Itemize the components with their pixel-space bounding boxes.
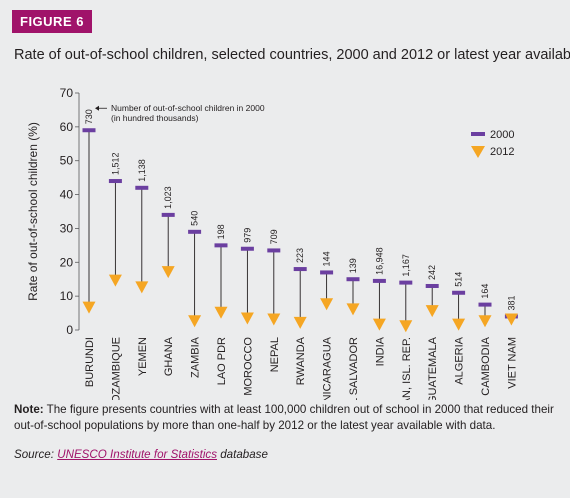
category-label: ZAMBIA [190,336,202,378]
note-label: Note: [14,403,44,416]
marker-2000 [214,243,228,248]
marker-2000 [82,128,96,133]
y-tick-label: 70 [60,86,74,100]
count-label: 139 [348,258,358,273]
marker-2000 [452,290,466,295]
count-label: 223 [295,248,305,263]
marker-2012 [188,315,202,328]
count-label: 979 [242,228,252,243]
category-label: LAO PDR [216,337,228,385]
count-label: 198 [216,224,226,239]
category-label: YEMEN [137,337,149,376]
count-label: 1,512 [110,152,120,175]
count-label: 242 [427,265,437,280]
annotation-arrowhead [95,105,99,111]
y-tick-label: 60 [60,120,74,134]
category-label: RWANDA [295,336,307,385]
count-label: 709 [269,229,279,244]
marker-2000 [240,246,254,251]
marker-2000 [108,179,122,184]
chart: 0 10 20 30 40 50 60 70 Rate of out-of-school chi… [26,86,518,400]
marker-2000 [478,302,492,307]
marker-2012 [452,318,466,331]
marker-2012 [320,298,334,311]
y-tick-label: 50 [60,154,74,168]
category-label: ALGERIA [454,336,466,384]
source: Source: UNESCO Institute for Statistics … [14,447,559,463]
y-tick-label: 30 [60,221,74,235]
annotation-text: Number of out-of-school children in 2000 [111,103,265,113]
count-label: 1,167 [401,254,411,277]
y-tick-label: 0 [66,323,73,337]
category-label: VIET NAM [506,337,518,389]
count-label: 144 [322,251,332,266]
note: Note: The figure presents countries with… [14,402,559,434]
category-label: MOZAMBIQUE [110,337,122,400]
count-label: 164 [480,284,490,299]
marker-2012 [504,313,518,326]
source-link[interactable]: UNESCO Institute for Statistics [57,448,217,461]
y-tick-label: 20 [60,255,74,269]
marker-2012 [240,312,254,325]
count-label: 730 [84,109,94,124]
legend-label-2012: 2012 [490,146,514,158]
marker-2000 [320,270,334,275]
count-label: 540 [190,211,200,226]
category-label: NICARAGUA [322,336,334,400]
marker-2012 [135,281,149,294]
category-label: MOROCCO [242,337,254,396]
marker-2000 [188,229,202,234]
count-label: 1,138 [137,159,147,182]
marker-2012 [346,303,360,316]
figure-label: FIGURE 6 [12,10,92,33]
category-label: BURUNDI [84,337,96,387]
count-label: 514 [454,272,464,287]
marker-2012 [82,301,96,314]
y-axis-title: Rate of out-of-school children (%) [26,122,40,301]
legend-marker-2012 [471,146,485,158]
category-label: CAMBODIA [480,336,492,395]
marker-2012 [478,315,492,328]
legend-marker-2000 [471,132,485,136]
y-tick-label: 40 [60,188,74,202]
category-label: GHANA [163,336,175,376]
marker-2012 [293,316,307,329]
category-label: NEPAL [269,337,281,372]
note-body: The figure presents countries with at le… [14,403,554,432]
annotation-text: (in hundred thousands) [111,113,199,123]
marker-2000 [161,212,175,217]
marker-2000 [293,267,307,272]
marker-2012 [372,318,386,331]
category-label: EL SALVADOR [348,337,360,400]
source-label: Source: [14,448,54,461]
marker-2012 [214,306,228,319]
category-label: INDIA [374,336,386,366]
marker-2012 [108,274,122,287]
marker-2000 [346,277,360,282]
category-label: IRAN, ISL. REP. [401,337,413,400]
count-label: 16,948 [374,247,384,275]
marker-2012 [425,305,439,318]
y-tick-label: 10 [60,289,74,303]
chart-title: Rate of out-of-school children, selected… [14,47,570,63]
marker-2000 [425,283,439,288]
source-suffix: database [217,448,268,461]
marker-2012 [399,320,413,333]
marker-2012 [267,313,281,326]
category-label: GUATEMALA [427,336,439,400]
count-label: 1,023 [163,186,173,209]
marker-2000 [372,278,386,283]
count-label: 381 [506,295,516,310]
marker-2000 [135,185,149,190]
marker-2000 [267,248,281,253]
marker-2012 [161,266,175,279]
legend-label-2000: 2000 [490,129,514,141]
marker-2000 [399,280,413,285]
